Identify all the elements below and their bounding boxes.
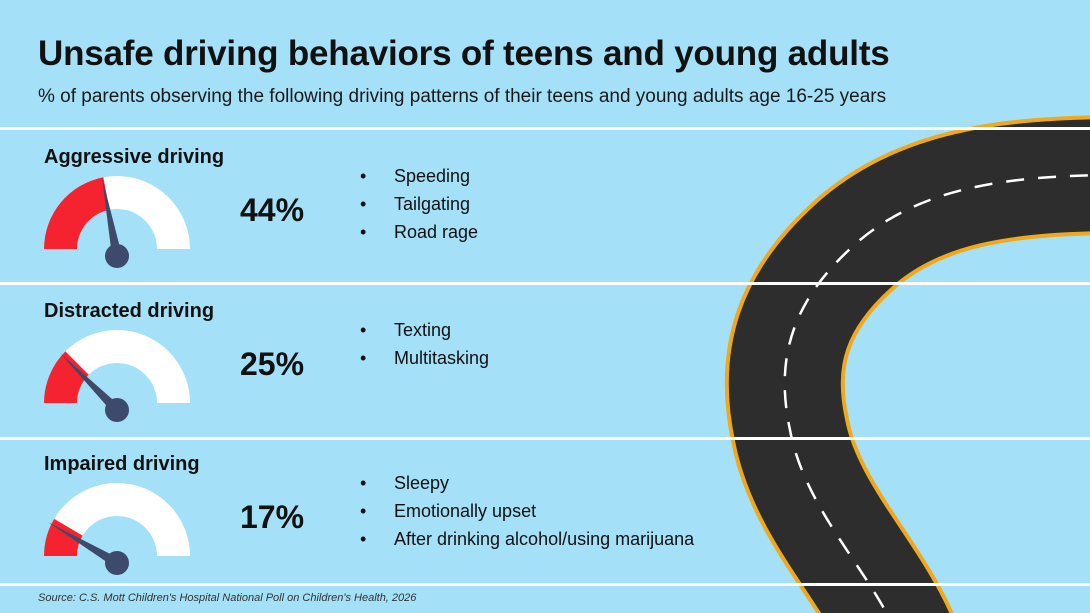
divider: [0, 127, 1090, 130]
gauge-row: Aggressive driving 44% • Speeding • Tailgatin…: [0, 146, 760, 296]
behavior-text: Texting: [394, 320, 452, 340]
category-label: Distracted driving: [44, 300, 215, 322]
gauge-needle: [48, 522, 120, 568]
divider: [0, 583, 1090, 586]
divider: [0, 437, 1090, 440]
bullet-icon: •: [360, 529, 367, 549]
behavior-list: • Sleepy • Emotionally upset • After drinking…: [360, 469, 694, 553]
value-label: 44%: [240, 192, 305, 228]
gauge-hub: [105, 244, 129, 268]
bullet-icon: •: [360, 194, 367, 214]
bullet-icon: •: [360, 320, 367, 340]
bullet-icon: •: [360, 501, 367, 521]
behavior-text: Sleepy: [394, 473, 450, 493]
behavior-text: Road rage: [394, 222, 479, 242]
behavior-text: After drinking alcohol/using marijuana: [394, 529, 695, 549]
bullet-icon: •: [360, 222, 367, 242]
bullet-icon: •: [360, 473, 367, 493]
gauge-needle: [60, 353, 121, 414]
behavior-item: • After drinking alcohol/using marijuana: [360, 525, 694, 553]
behavior-text: Emotionally upset: [394, 501, 537, 521]
gauge-row: Impaired driving 17% • Sleepy • Emotionally u…: [0, 453, 760, 603]
gauge-dial: [44, 483, 190, 575]
gauge-fill: [44, 518, 83, 556]
gauge-row: Distracted driving 25% • Texting • Multitaski…: [0, 300, 760, 450]
value-label: 25%: [240, 346, 305, 382]
gauge-needle: [102, 177, 122, 257]
gauge-hub: [105, 398, 129, 422]
gauge-dial: [44, 330, 190, 422]
behavior-item: • Emotionally upset: [360, 497, 694, 525]
behavior-item: • Multitasking: [360, 344, 489, 372]
value-label: 17%: [240, 499, 305, 535]
page-title: Unsafe driving behaviors of teens and yo…: [38, 34, 890, 73]
behavior-item: • Road rage: [360, 218, 478, 246]
behavior-item: • Speeding: [360, 162, 478, 190]
behavior-item: • Tailgating: [360, 190, 478, 218]
source-note: Source: C.S. Mott Children's Hospital Na…: [38, 592, 417, 604]
behavior-item: • Sleepy: [360, 469, 694, 497]
behavior-item: • Texting: [360, 316, 489, 344]
gauge-hub: [105, 551, 129, 575]
behavior-text: Speeding: [394, 166, 471, 186]
gauge-fill: [44, 177, 110, 249]
behavior-text: Tailgating: [394, 194, 471, 214]
gauge-dial: [44, 176, 190, 268]
bullet-icon: •: [360, 166, 367, 186]
divider: [0, 282, 1090, 285]
behavior-list: • Speeding • Tailgating • Road rage: [360, 162, 478, 246]
gauge-fill: [44, 351, 89, 403]
category-label: Aggressive driving: [44, 146, 225, 168]
behavior-text: Multitasking: [394, 348, 490, 368]
category-label: Impaired driving: [44, 453, 200, 475]
bullet-icon: •: [360, 348, 367, 368]
page-subtitle: % of parents observing the following dri…: [38, 86, 887, 107]
behavior-list: • Texting • Multitasking: [360, 316, 489, 372]
